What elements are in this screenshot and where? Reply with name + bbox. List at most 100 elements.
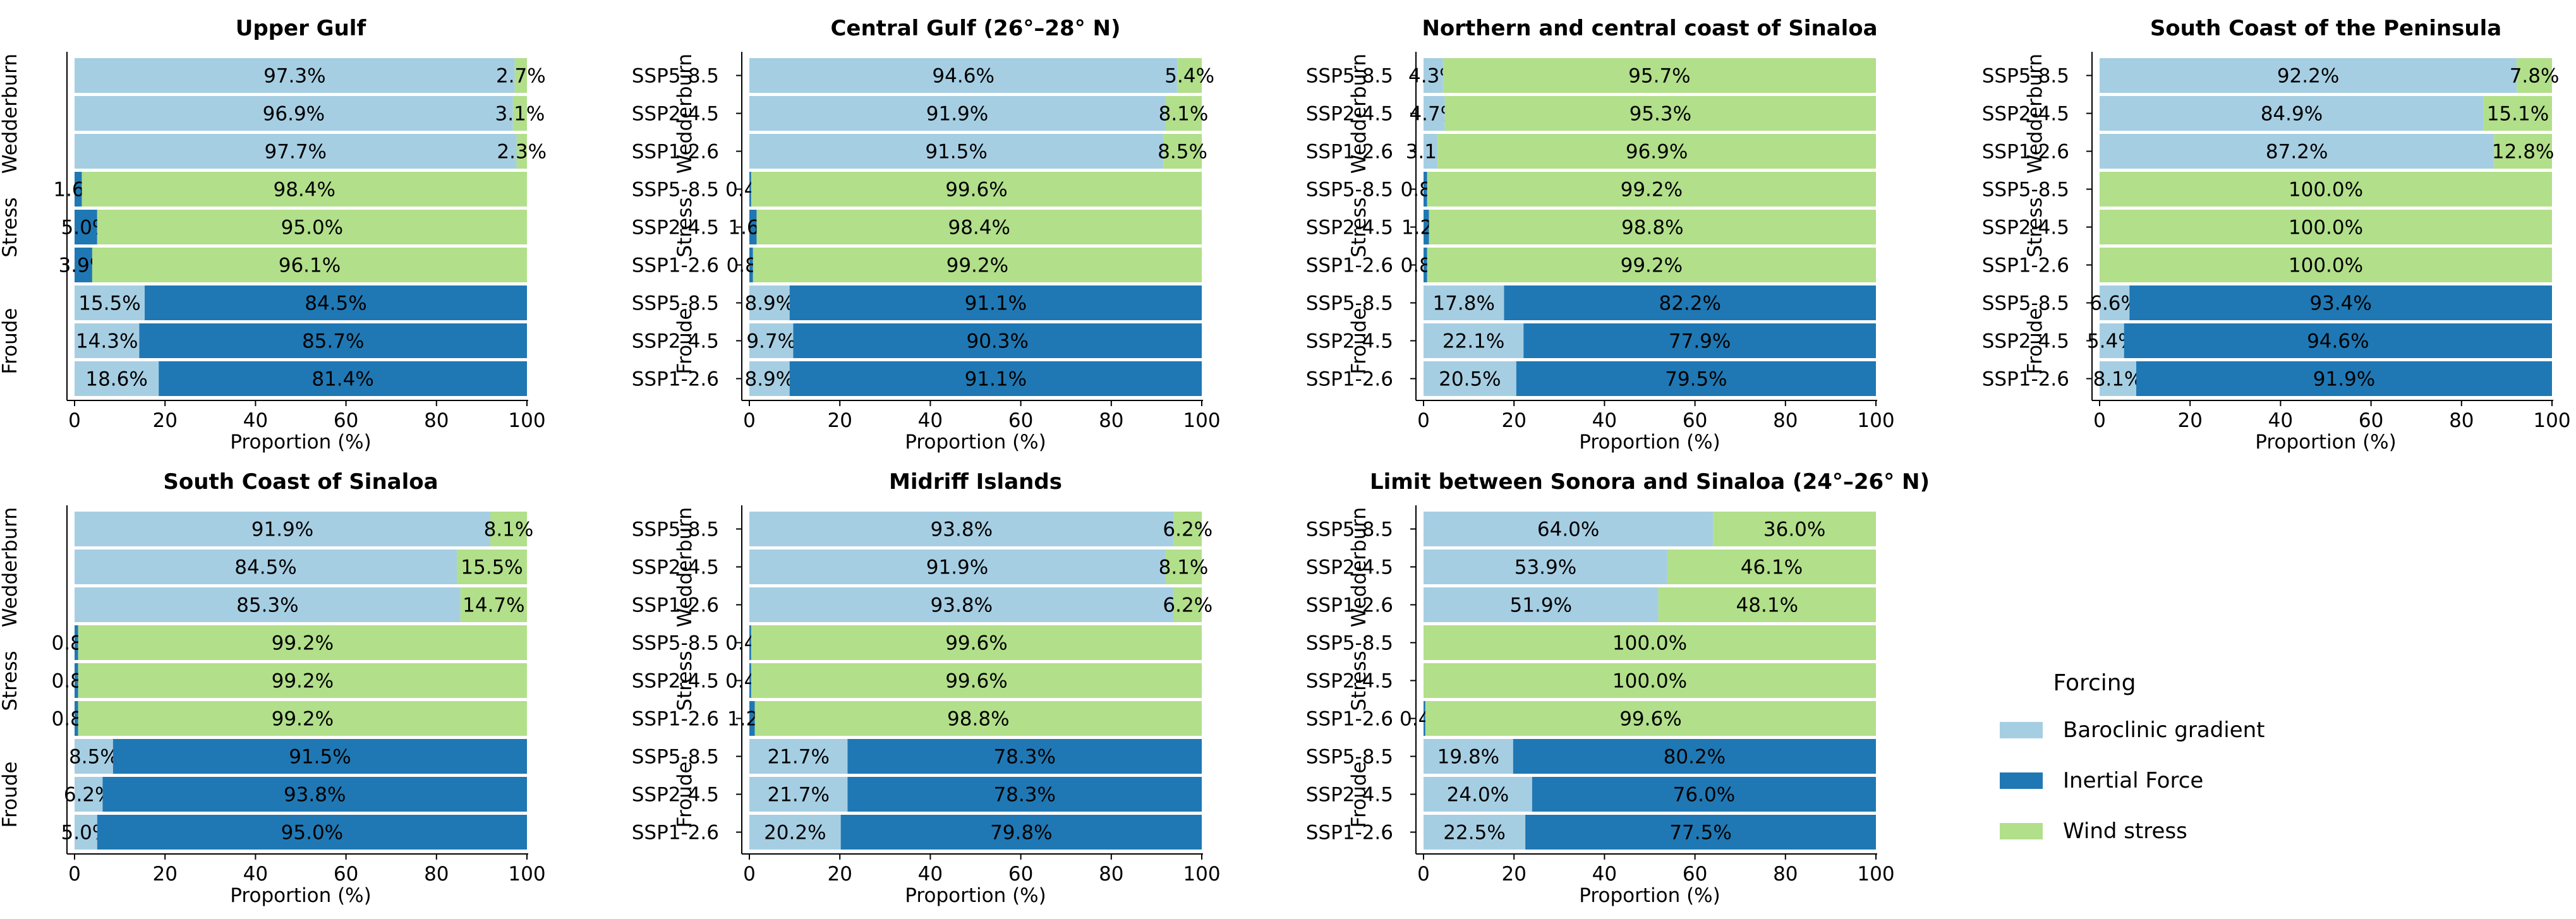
- bar-data-label: 91.9%: [926, 556, 988, 579]
- bar-segment: [1424, 361, 1516, 396]
- bar-segment: [1444, 96, 1876, 131]
- group-label: Froude: [0, 761, 21, 827]
- y-tick-label: SSP2-4.5: [1306, 330, 1393, 353]
- bar-segment: [1173, 587, 1202, 622]
- y-tick-label: SSP1-2.6: [1306, 141, 1393, 164]
- x-tick-label: 0: [743, 409, 756, 432]
- bar-data-label: 96.1%: [279, 255, 341, 277]
- group-label: Froude: [1348, 761, 1370, 827]
- bar-segment: [112, 739, 528, 774]
- y-tick-label: SSP5-8.5: [1306, 746, 1393, 769]
- x-tick-label: 100: [2533, 409, 2570, 432]
- x-tick-label: 40: [918, 863, 943, 886]
- bar-segment: [1424, 815, 1526, 850]
- bar-segment: [490, 512, 527, 546]
- bar-data-label: 95.0%: [281, 822, 343, 844]
- bar-segment: [749, 777, 848, 812]
- bar-segment: [75, 248, 92, 282]
- x-tick-label: 40: [2268, 409, 2293, 432]
- panel-title: Central Gulf (26°–28° N): [830, 16, 1120, 41]
- bar-data-label: 8.9%: [744, 368, 794, 391]
- bar-segment: [749, 285, 790, 320]
- bar-segment: [512, 96, 527, 131]
- bar-data-label: 53.9%: [1515, 556, 1576, 579]
- bar-data-label: 12.8%: [2492, 141, 2554, 164]
- bar-data-label: 14.3%: [76, 330, 138, 353]
- y-tick-label: SSP2-4.5: [1306, 217, 1393, 239]
- bar-segment: [75, 815, 97, 850]
- bar-segment: [75, 701, 78, 736]
- bar-segment: [75, 663, 78, 698]
- group-label: Froude: [2024, 308, 2047, 374]
- bar-data-label: 8.9%: [744, 292, 794, 315]
- x-tick-label: 80: [1099, 863, 1123, 886]
- y-tick-label: SSP1-2.6: [1982, 141, 2069, 164]
- panel-5: South Coast of Sinaloa 91.9% 8.1% 84.5% 15.5…: [0, 469, 546, 907]
- bar-data-label: 98.4%: [273, 179, 335, 201]
- bar-segment: [749, 587, 1174, 622]
- y-tick-label: SSP2-4.5: [1306, 556, 1393, 579]
- bar-data-label: 79.8%: [990, 822, 1052, 844]
- bar-data-label: 77.5%: [1669, 822, 1731, 844]
- x-tick-label: 20: [1501, 409, 1526, 432]
- group-label: Stress: [2024, 197, 2047, 257]
- bar-segment: [749, 248, 753, 282]
- bar-data-label: 20.5%: [1439, 368, 1501, 391]
- bar-segment: [1424, 96, 1445, 131]
- y-tick-label: SSP2-4.5: [1982, 217, 2069, 239]
- y-tick-label: SSP2-4.5: [1306, 784, 1393, 807]
- bar-data-label: 95.3%: [1630, 103, 1691, 126]
- x-tick-label: 0: [1417, 409, 1430, 432]
- panel-7: Limit between Sonora and Sinaloa (24°–26…: [1306, 469, 1930, 907]
- bar-segment: [75, 134, 517, 169]
- bar-data-label: 19.8%: [1437, 746, 1499, 769]
- group-label: Wedderburn: [1348, 507, 1370, 627]
- y-tick-label: SSP5-8.5: [632, 292, 719, 315]
- bar-segment: [1424, 587, 1659, 622]
- bar-data-label: 8.1%: [1159, 556, 1209, 579]
- bar-segment: [1429, 210, 1876, 244]
- bar-segment: [1713, 512, 1876, 546]
- bar-segment: [847, 777, 1202, 812]
- bar-segment: [1424, 550, 1667, 584]
- x-tick-label: 60: [1008, 409, 1033, 432]
- bar-data-label: 84.9%: [2261, 103, 2323, 126]
- bar-segment: [2100, 96, 2484, 131]
- bar-segment: [1424, 58, 1443, 93]
- y-tick-label: SSP5-8.5: [632, 179, 719, 201]
- bar-data-label: 15.1%: [2487, 103, 2549, 126]
- bar-segment: [749, 815, 841, 850]
- x-tick-label: 20: [2177, 409, 2202, 432]
- bar-segment: [2129, 285, 2552, 320]
- y-tick-label: SSP1-2.6: [1306, 822, 1393, 844]
- panel-title: Northern and central coast of Sinaloa: [1422, 16, 1877, 41]
- bar-data-label: 87.2%: [2266, 141, 2328, 164]
- legend-label: Baroclinic gradient: [2063, 718, 2265, 743]
- bar-segment: [97, 210, 528, 244]
- bar-data-label: 2.3%: [497, 141, 547, 164]
- bar-data-label: 91.9%: [926, 103, 988, 126]
- x-tick-label: 40: [918, 409, 943, 432]
- bar-segment: [2100, 58, 2517, 93]
- bar-segment: [75, 285, 145, 320]
- bar-segment: [1525, 815, 1876, 850]
- group-label: Stress: [674, 197, 696, 257]
- bar-segment: [749, 172, 751, 207]
- panel-title: Midriff Islands: [889, 469, 1062, 495]
- x-tick-label: 40: [1592, 863, 1617, 886]
- bar-data-label: 95.7%: [1628, 65, 1690, 88]
- y-tick-label: SSP1-2.6: [632, 708, 719, 731]
- bar-segment: [793, 323, 1202, 358]
- bar-segment: [2517, 58, 2552, 93]
- y-tick-label: SSP2-4.5: [1306, 670, 1393, 693]
- bar-segment: [1424, 625, 1876, 660]
- group-label: Stress: [1348, 651, 1370, 711]
- y-tick-label: SSP1-2.6: [1982, 255, 2069, 277]
- bar-data-label: 94.6%: [932, 65, 994, 88]
- x-tick-label: 40: [243, 863, 268, 886]
- bar-data-label: 77.9%: [1669, 330, 1731, 353]
- x-axis-label: Proportion (%): [1579, 884, 1720, 907]
- bar-data-label: 99.2%: [1621, 255, 1683, 277]
- x-tick-label: 20: [827, 409, 852, 432]
